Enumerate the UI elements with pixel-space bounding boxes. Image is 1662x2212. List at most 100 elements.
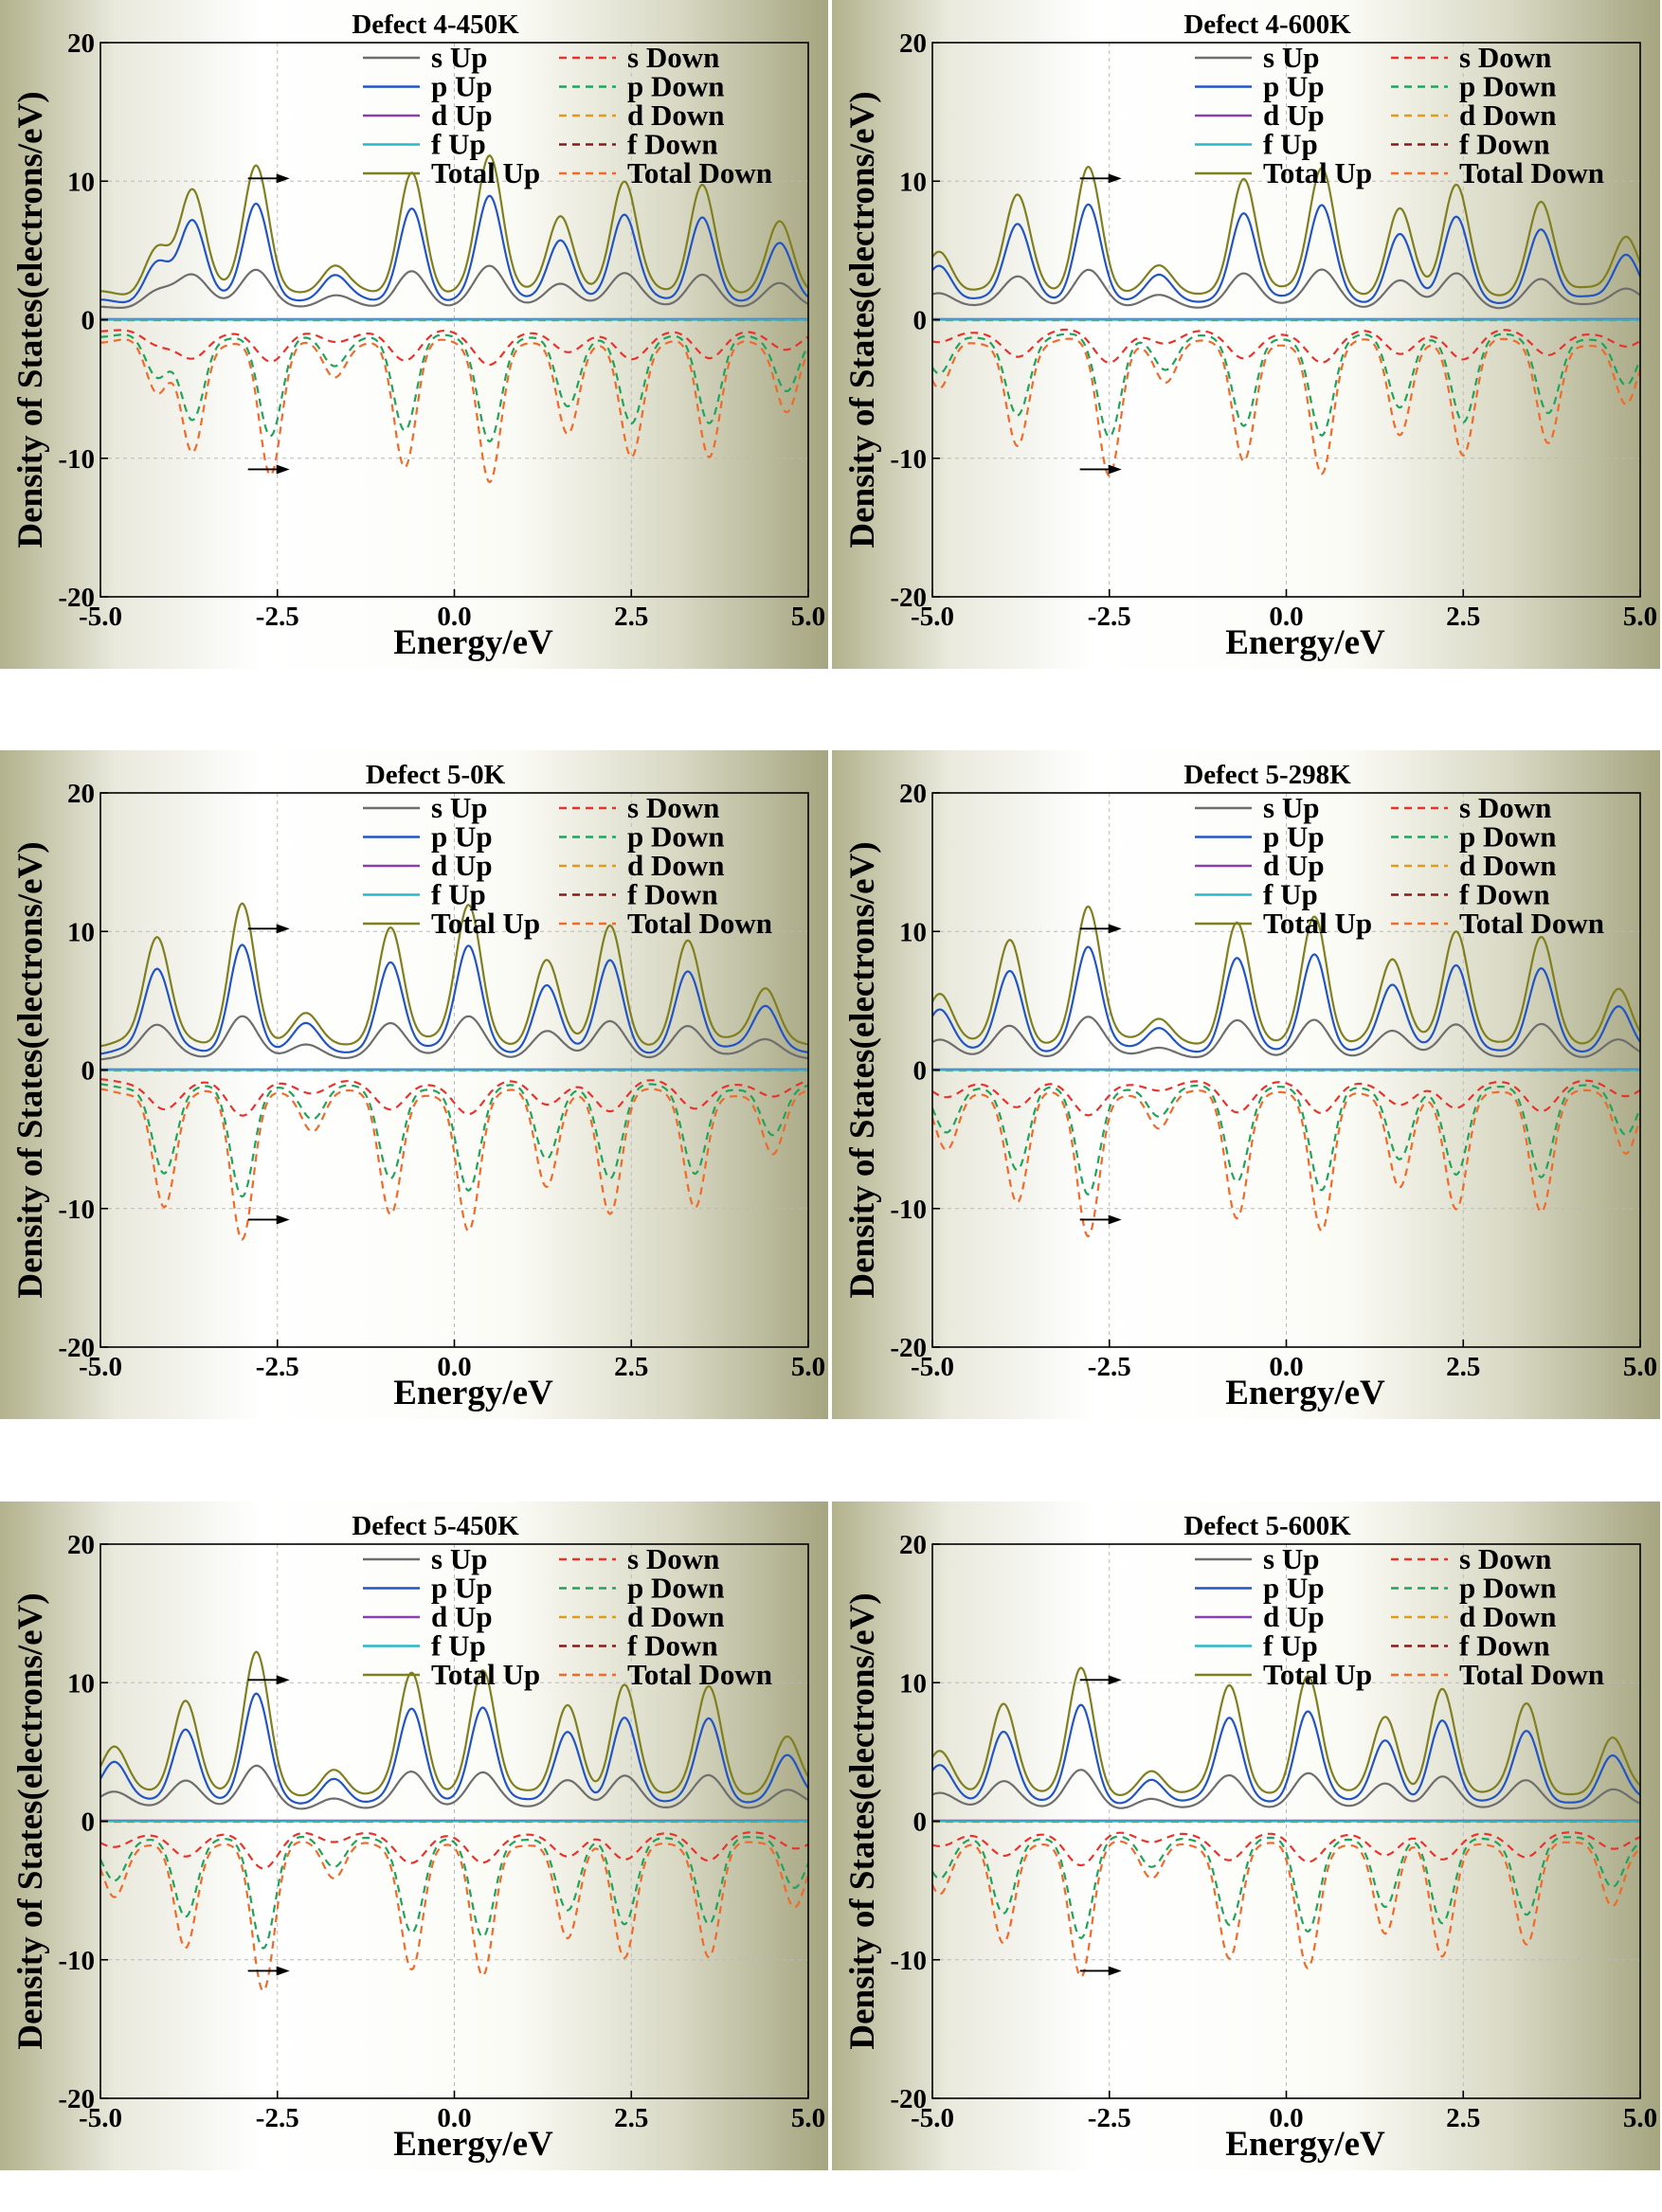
legend-label: s Down — [1459, 1542, 1551, 1575]
legend-label: s Up — [431, 1542, 487, 1575]
x-tick-label: 2.5 — [614, 2103, 648, 2133]
legend-label: Total Up — [431, 907, 540, 940]
legend-label: d Down — [1459, 99, 1557, 132]
y-tick-label: 10 — [67, 1668, 95, 1699]
y-tick-label: 10 — [899, 1668, 927, 1699]
y-tick-label: 10 — [899, 167, 927, 197]
legend-label: p Up — [431, 70, 493, 103]
y-tick-label: 10 — [67, 167, 95, 197]
y-tick-label: 20 — [899, 779, 927, 809]
dos-chart-svg: -5.0 -2.5 0.0 2.5 5.0 -20 -10 0 10 20 Defect 5-298… — [832, 750, 1660, 1419]
y-tick-label: -20 — [890, 1333, 927, 1363]
legend-label: f Down — [1459, 1629, 1550, 1663]
legend-label: Total Up — [1263, 907, 1372, 940]
y-tick-label: -10 — [58, 444, 95, 475]
legend-label: s Up — [431, 41, 487, 74]
arrow-head — [276, 464, 290, 475]
series-total-down — [100, 1841, 808, 1992]
y-tick-label: 0 — [81, 306, 96, 336]
legend-label: d Up — [1263, 99, 1325, 132]
legend-label: f Down — [1459, 878, 1550, 911]
legend-label: p Up — [1263, 820, 1325, 854]
y-tick-label: -20 — [58, 1333, 95, 1363]
legend-label: p Down — [627, 820, 725, 854]
dos-panel-1: -5.0 -2.5 0.0 2.5 5.0 -20 -10 0 10 20 Defect 4-450… — [0, 0, 828, 669]
y-axis-label: Density of States(electrons/eV) — [11, 91, 50, 548]
legend-label: f Up — [431, 878, 486, 911]
x-tick-label: 0.0 — [437, 2103, 471, 2133]
x-tick-label: 2.5 — [1446, 2103, 1480, 2133]
series-p-down — [932, 1835, 1640, 1940]
panel-background — [832, 0, 1660, 669]
y-tick-label: 0 — [913, 1807, 928, 1838]
legend-label: d Up — [431, 849, 493, 882]
x-axis-label: Energy/eV — [1225, 1374, 1385, 1412]
legend-label: Total Down — [1459, 1658, 1604, 1691]
chart-title: Defect 5-0K — [366, 760, 506, 790]
y-axis-label: Density of States(electrons/eV) — [843, 841, 882, 1298]
y-tick-label: -10 — [58, 1195, 95, 1225]
x-tick-label: -5.0 — [911, 1352, 954, 1382]
x-tick-label: 5.0 — [791, 602, 825, 632]
x-tick-label: -5.0 — [911, 2103, 954, 2133]
series-s-down — [932, 1831, 1640, 1867]
series-p-down — [100, 1083, 808, 1198]
x-tick-label: 2.5 — [614, 602, 648, 632]
x-tick-label: -2.5 — [256, 602, 299, 632]
series-p-down — [100, 1835, 808, 1950]
series-s-up — [932, 268, 1640, 310]
x-tick-label: -5.0 — [911, 602, 954, 632]
arrow-head — [1108, 1675, 1122, 1685]
x-tick-label: 0.0 — [1269, 1352, 1303, 1382]
x-tick-label: -2.5 — [1088, 602, 1131, 632]
x-tick-label: 2.5 — [614, 1352, 648, 1382]
y-tick-label: 20 — [67, 779, 95, 809]
x-axis-label: Energy/eV — [393, 1374, 553, 1412]
series-s-up — [100, 264, 808, 309]
legend-label: p Up — [431, 820, 493, 854]
series-s-up — [100, 1764, 808, 1810]
legend-label: d Down — [627, 1600, 725, 1633]
series-p-up — [932, 945, 1640, 1053]
series-p-up — [100, 194, 808, 304]
y-tick-label: 0 — [913, 1056, 928, 1087]
arrow-head — [1108, 173, 1122, 184]
dos-panel-5: -5.0 -2.5 0.0 2.5 5.0 -20 -10 0 10 20 Defect 5-450… — [0, 1502, 828, 2170]
series-total-up — [932, 905, 1640, 1045]
panel-background — [0, 750, 828, 1419]
legend-label: f Up — [1263, 878, 1318, 911]
x-axis-label: Energy/eV — [1225, 2125, 1385, 2164]
x-tick-label: -2.5 — [256, 1352, 299, 1382]
dos-panel-6: -5.0 -2.5 0.0 2.5 5.0 -20 -10 0 10 20 Defect 5-600… — [832, 1502, 1660, 2170]
series-s-up — [100, 1015, 808, 1061]
legend-label: d Down — [627, 849, 725, 882]
arrow-head — [276, 1214, 290, 1225]
y-axis-label: Density of States(electrons/eV) — [11, 1592, 50, 2049]
legend-label: Total Up — [431, 156, 540, 189]
y-tick-label: 20 — [67, 28, 95, 59]
series-s-down — [932, 328, 1640, 364]
arrow-head — [1108, 1966, 1122, 1976]
panel-background — [0, 0, 828, 669]
dos-panel-2: -5.0 -2.5 0.0 2.5 5.0 -20 -10 0 10 20 Defect 4-600… — [832, 0, 1660, 669]
y-tick-label: -20 — [58, 583, 95, 613]
series-total-down — [100, 1088, 808, 1241]
series-p-up — [100, 944, 808, 1055]
x-tick-label: -2.5 — [1088, 2103, 1131, 2133]
x-tick-label: -5.0 — [79, 2103, 122, 2133]
legend-label: d Down — [1459, 1600, 1557, 1633]
legend-label: d Up — [1263, 1600, 1325, 1633]
series-s-down — [100, 329, 808, 367]
arrow-head — [1108, 464, 1122, 475]
x-tick-label: 5.0 — [1623, 602, 1657, 632]
legend-label: d Up — [1263, 849, 1325, 882]
x-tick-label: -2.5 — [256, 2103, 299, 2133]
y-tick-label: 0 — [81, 1807, 96, 1838]
legend-label: d Down — [1459, 849, 1557, 882]
legend-label: Total Down — [627, 156, 772, 189]
chart-title: Defect 4-450K — [352, 9, 519, 40]
x-tick-label: 2.5 — [1446, 602, 1480, 632]
y-tick-label: -10 — [890, 1195, 927, 1225]
dos-chart-svg: -5.0 -2.5 0.0 2.5 5.0 -20 -10 0 10 20 Defect 5-450… — [0, 1502, 828, 2170]
legend-label: f Up — [431, 128, 486, 161]
